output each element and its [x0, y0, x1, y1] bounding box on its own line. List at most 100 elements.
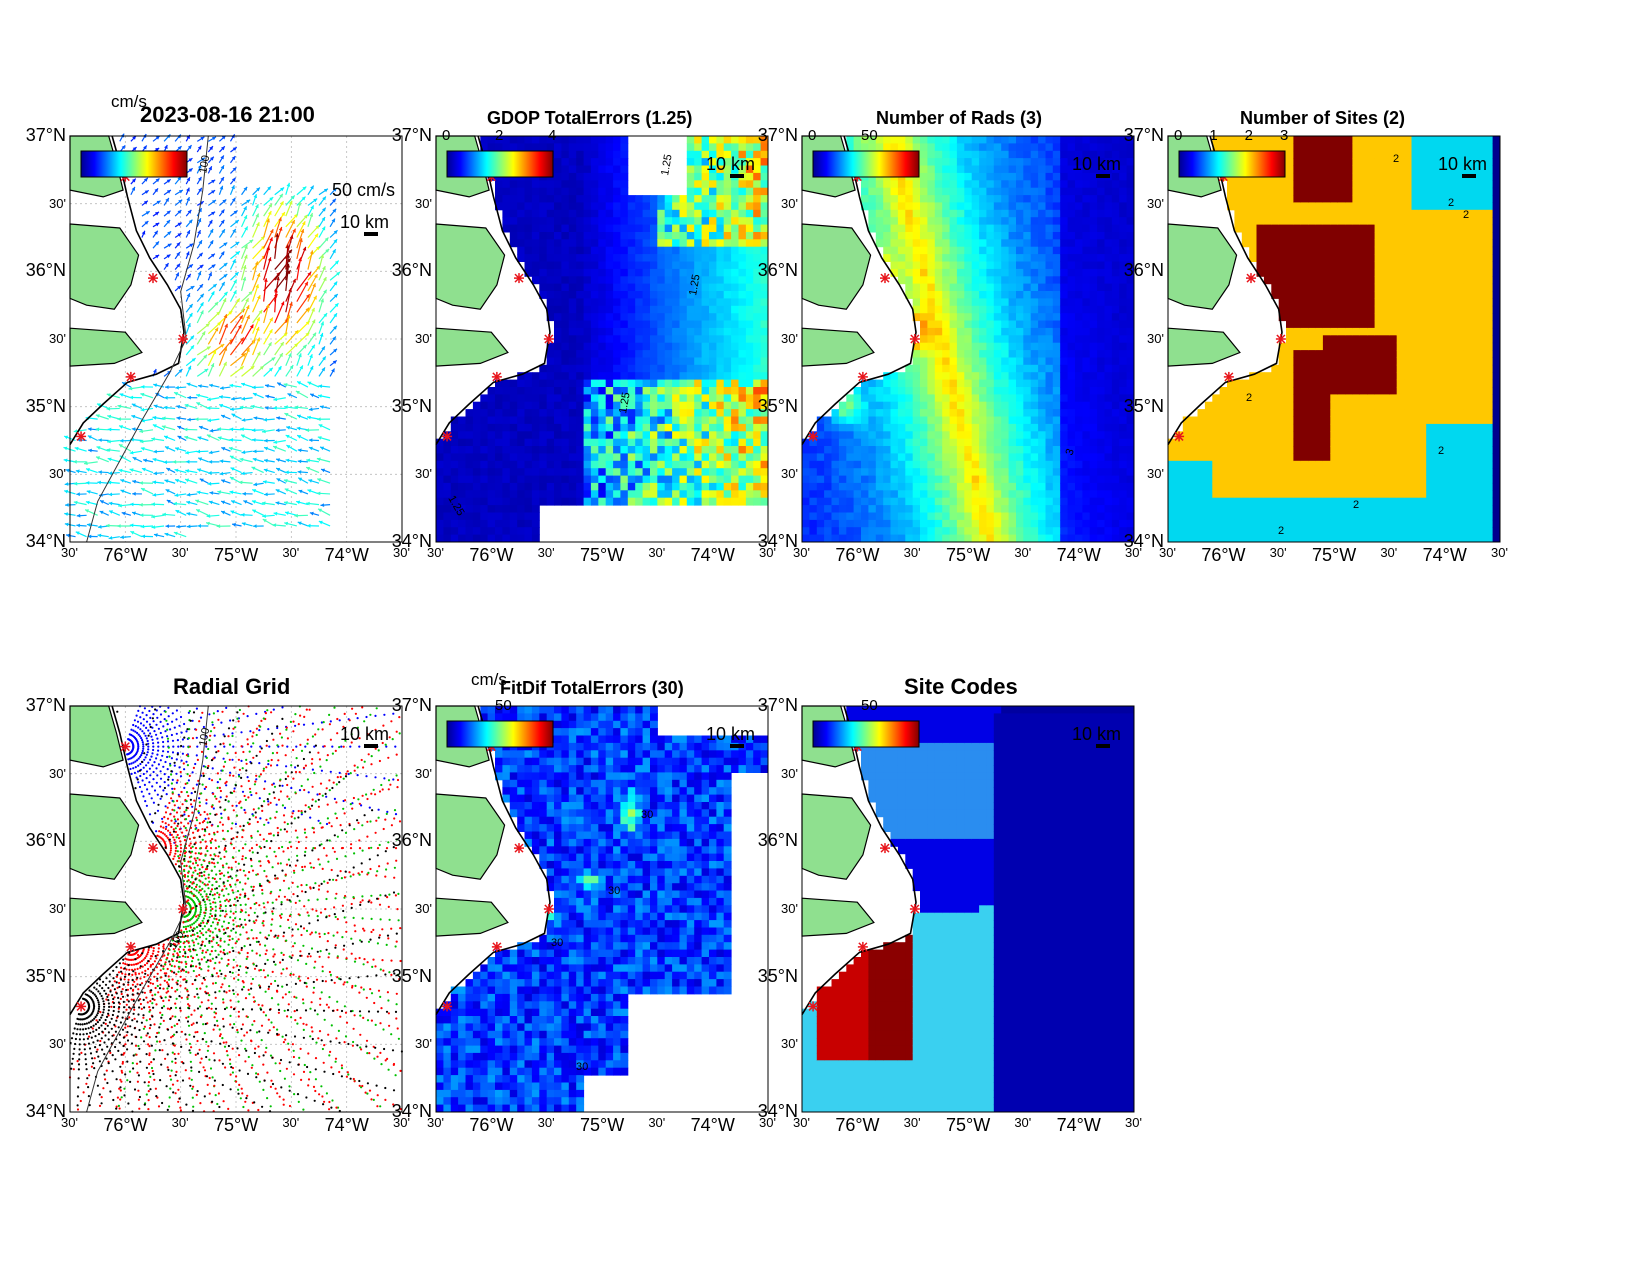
current-vector [272, 445, 287, 452]
grid-cell [701, 143, 710, 152]
current-vector [207, 219, 213, 228]
grid-cell [905, 283, 914, 292]
grid-cell [1119, 490, 1128, 499]
grid-cell [450, 438, 459, 447]
land-mass [801, 223, 872, 310]
grid-cell [1097, 364, 1105, 373]
grid-cell [613, 224, 621, 233]
grid-cell [1126, 446, 1135, 454]
grid-cell [1067, 475, 1076, 484]
current-vector [252, 309, 263, 324]
grid-cell [1038, 505, 1046, 513]
current-vector [108, 510, 121, 516]
grid-cell [905, 416, 914, 425]
grid-cell [971, 187, 980, 196]
grid-cell [1234, 423, 1243, 432]
grid-cell [1104, 446, 1113, 454]
grid-cell [531, 460, 540, 469]
current-vector [151, 514, 165, 519]
current-vector [207, 156, 215, 164]
grid-cell [546, 379, 555, 388]
grid-cell [1023, 409, 1032, 417]
grid-cell [1219, 482, 1228, 491]
grid-cell [920, 379, 928, 388]
grid-cell [897, 202, 906, 211]
grid-cell [531, 423, 540, 432]
grid-cell [731, 379, 739, 388]
grid-cell [993, 335, 1002, 344]
current-vector [297, 521, 309, 527]
current-vector [218, 291, 229, 302]
grid-cell [672, 357, 680, 366]
grid-cell [701, 313, 710, 322]
current-vector [285, 364, 294, 377]
map-axes: 1.25 1.25 1.25 1.25 [435, 135, 769, 543]
grid-cell [1119, 224, 1128, 233]
grid-cell [1168, 460, 1176, 469]
current-vector [76, 523, 87, 528]
grid-cell [598, 431, 607, 440]
grid-cell [1227, 505, 1235, 513]
grid-cell [472, 416, 481, 425]
grid-cell [686, 482, 695, 491]
current-vector [218, 185, 224, 195]
grid-cell [502, 527, 511, 536]
grid-cell [709, 423, 717, 432]
grid-cell [1104, 482, 1113, 491]
grid-cell [1060, 136, 1069, 144]
grid-cell [1168, 512, 1176, 521]
grid-cell [723, 342, 732, 351]
current-vector [317, 508, 331, 516]
grid-cell [934, 158, 943, 166]
grid-cell [546, 209, 555, 218]
grid-cell [1060, 401, 1069, 410]
grid-cell [1023, 327, 1032, 336]
grid-cell [613, 342, 621, 351]
grid-cell [1038, 482, 1046, 491]
grid-cell [838, 468, 847, 477]
grid-cell [964, 534, 973, 543]
grid-cell [964, 136, 973, 144]
current-vector [229, 155, 236, 164]
grid-cell [672, 276, 680, 285]
grid-cell [709, 150, 717, 159]
grid-cell [1241, 460, 1250, 469]
grid-cell [1082, 232, 1091, 240]
grid-cell [956, 438, 965, 447]
grid-cell [1119, 276, 1128, 285]
grid-cell [598, 217, 607, 226]
grid-cell [1104, 512, 1113, 521]
current-vector [208, 460, 220, 464]
grid-cell [1256, 505, 1265, 513]
grid-cell [824, 512, 832, 521]
grid-cell [1104, 291, 1113, 299]
grid-cell [576, 327, 585, 336]
grid-cell [650, 246, 658, 255]
grid-cell [824, 416, 832, 425]
grid-cell [956, 224, 965, 233]
grid-cell [701, 394, 710, 403]
grid-cell [465, 534, 474, 543]
grid-cell [993, 276, 1002, 285]
grid-cell [1045, 209, 1054, 218]
current-vector [185, 335, 195, 345]
current-vector [186, 382, 198, 388]
grid-cell [883, 431, 892, 440]
current-vector [306, 415, 320, 420]
grid-cell [861, 490, 869, 499]
grid-cell [897, 379, 906, 388]
grid-cell [949, 335, 958, 344]
grid-cell [635, 195, 644, 203]
current-vector [196, 354, 208, 367]
grid-cell [554, 379, 562, 388]
grid-cell [868, 475, 877, 484]
current-vector [318, 196, 327, 206]
grid-cell [993, 423, 1002, 432]
grid-cell [1008, 387, 1017, 395]
grid-cell [583, 254, 592, 262]
grid-cell [956, 446, 965, 454]
grid-cell [1075, 357, 1083, 366]
grid-cell [1016, 387, 1024, 395]
grid-cell [1197, 475, 1206, 484]
current-vector [329, 187, 338, 196]
